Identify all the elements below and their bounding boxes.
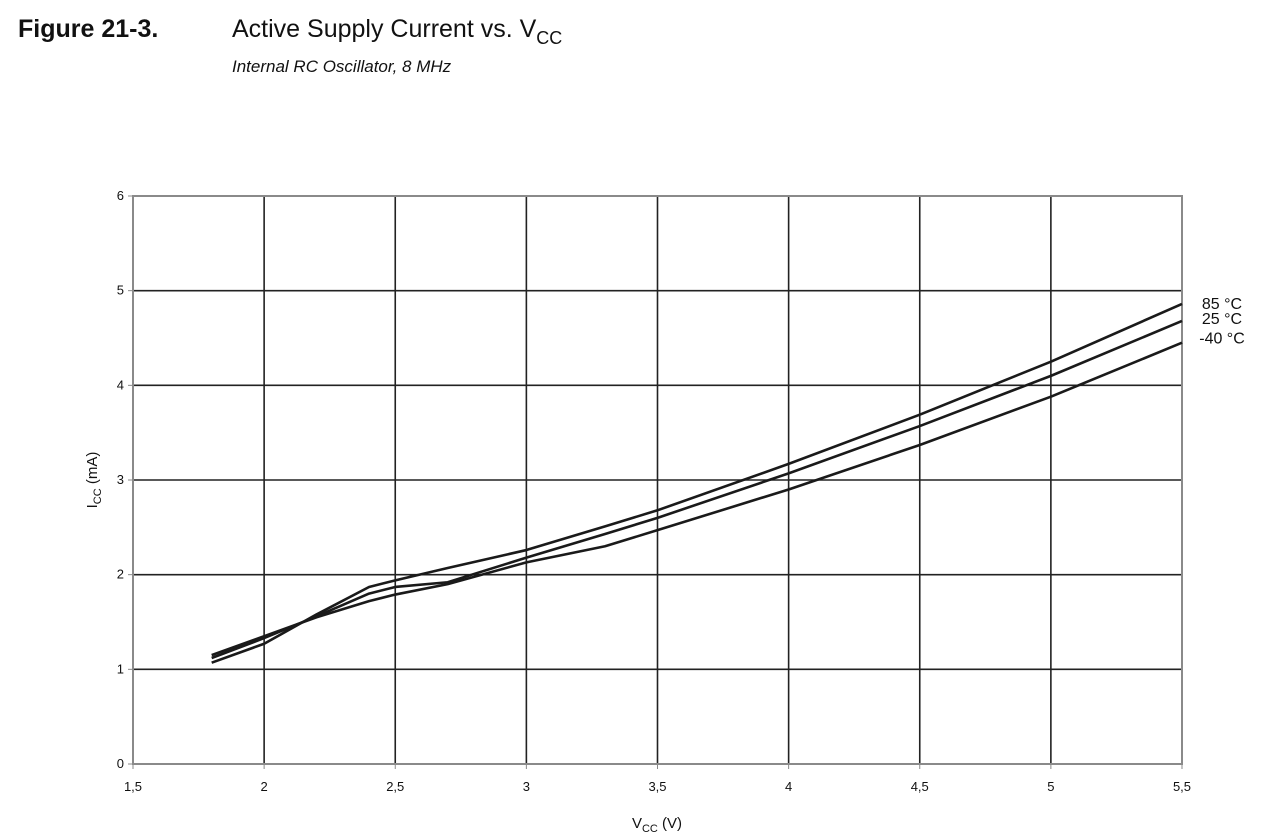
y-tick-label: 4 xyxy=(117,377,124,392)
y-label-text: I xyxy=(84,504,101,508)
y-tick-label: 0 xyxy=(117,756,124,771)
figure-label: Figure 21-3. xyxy=(18,15,158,43)
chart-subtitle: Internal RC Oscillator, 8 MHz xyxy=(232,57,452,76)
series-label: 25 °C xyxy=(1202,311,1242,328)
y-tick-label: 2 xyxy=(117,567,124,582)
x-tick-label: 2 xyxy=(261,779,268,794)
y-tick-label: 6 xyxy=(117,188,124,203)
data-line xyxy=(211,302,1183,664)
plot-frame xyxy=(132,195,1183,765)
series-label: 85 °C xyxy=(1202,296,1242,313)
title-subscript: CC xyxy=(536,28,562,48)
x-label-text: (V) xyxy=(658,815,682,832)
x-tick-label: 5,5 xyxy=(1173,779,1191,794)
x-tick-label: 5 xyxy=(1047,779,1054,794)
x-label-subscript: CC xyxy=(642,823,658,835)
x-tick-label: 3 xyxy=(523,779,530,794)
x-label-text: V xyxy=(632,815,642,832)
y-tick-label: 1 xyxy=(117,661,124,676)
y-label-subscript: CC xyxy=(92,488,104,504)
y-label-text: (mA) xyxy=(84,452,101,489)
x-tick-label: 4 xyxy=(785,779,792,794)
series-label: -40 °C xyxy=(1199,331,1245,348)
y-tick-label: 5 xyxy=(117,283,124,298)
x-axis-label: VCC (V) xyxy=(632,815,682,835)
title-text: Active Supply Current vs. V xyxy=(232,15,537,43)
x-tick-label: 2,5 xyxy=(386,779,404,794)
x-tick-label: 3,5 xyxy=(648,779,666,794)
x-tick-label: 1,5 xyxy=(124,779,142,794)
chart-title: Active Supply Current vs. VCC xyxy=(232,15,562,48)
data-line xyxy=(211,341,1183,657)
x-tick-label: 4,5 xyxy=(911,779,929,794)
y-tick-label: 3 xyxy=(117,472,124,487)
data-line xyxy=(211,319,1183,660)
y-axis-label: ICC (mA) xyxy=(84,452,104,509)
